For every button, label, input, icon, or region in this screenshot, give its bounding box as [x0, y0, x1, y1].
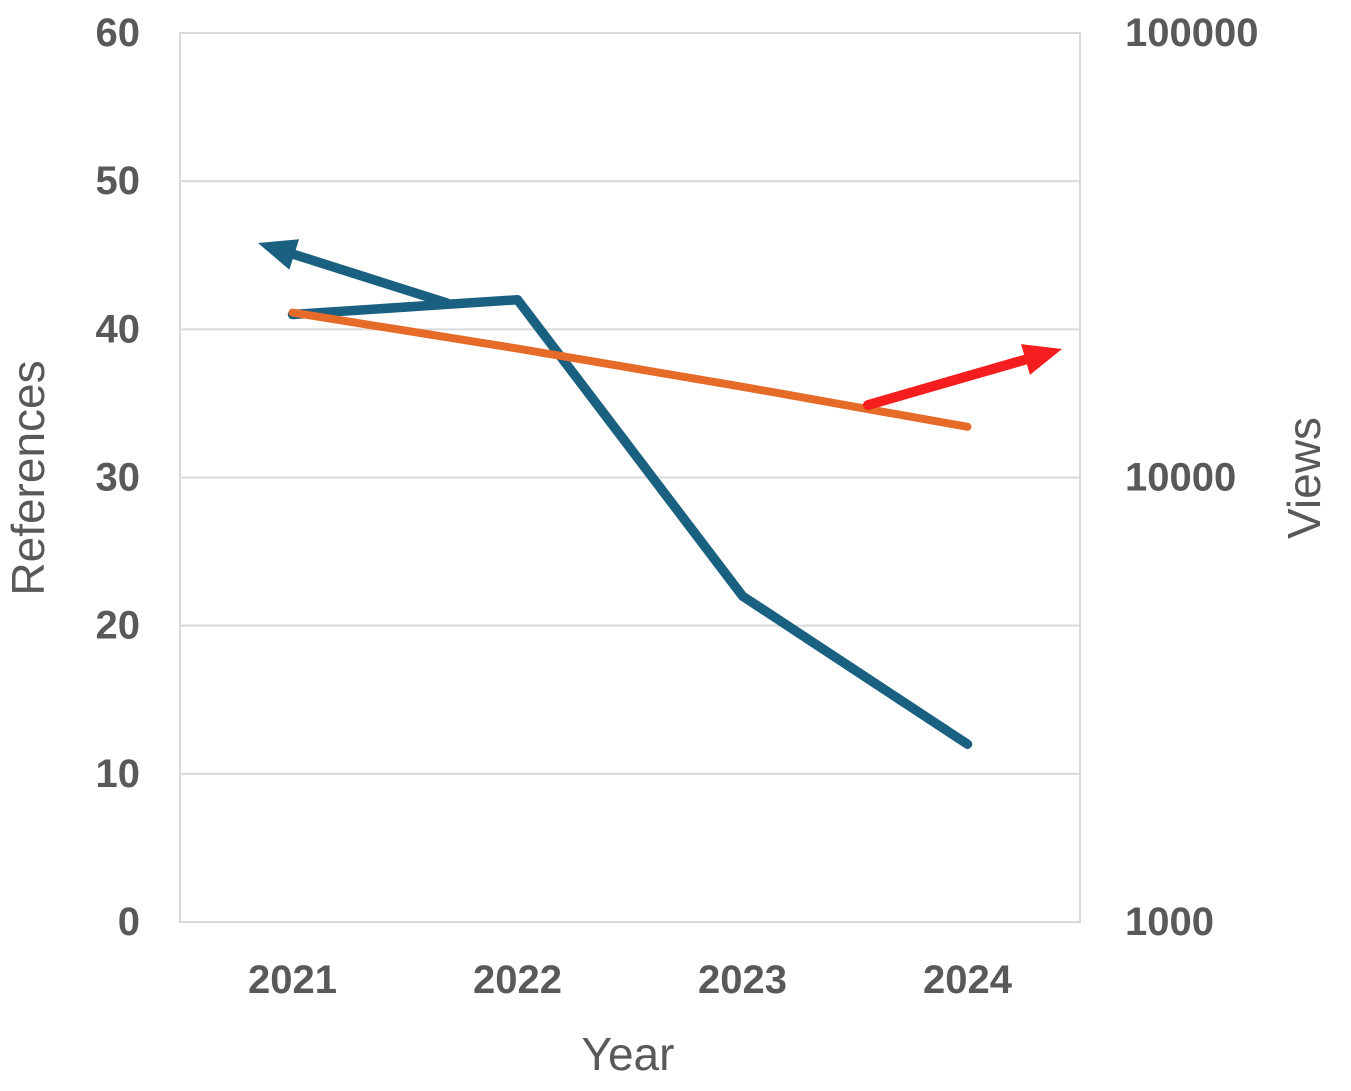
x-axis-tick-label: 2024	[923, 958, 1013, 1002]
x-axis-tick-label: 2023	[698, 958, 787, 1002]
data-series	[287, 294, 973, 749]
series-line-references	[287, 294, 973, 749]
left-axis-tick-label: 50	[96, 159, 141, 203]
right-axis-title: Views	[1278, 417, 1330, 539]
right-axis-tick-label: 100000	[1125, 11, 1258, 55]
left-axis-tick-label: 60	[96, 11, 141, 55]
right-axis-arrow-shaft	[863, 353, 1036, 410]
plot-border	[179, 32, 1081, 923]
annotation-arrows	[258, 239, 1062, 410]
left-axis-title: References	[2, 360, 54, 595]
right-axis-arrow-head	[1021, 344, 1062, 375]
series-line-views	[288, 308, 972, 431]
left-axis-arrow-head	[258, 239, 300, 270]
x-axis-tick-label: 2022	[473, 958, 562, 1002]
left-axis-tick-label: 40	[96, 307, 141, 351]
axis-tick-labels: 60 50 40 30 20 10 0 100000 10000 1000 2021 2022 2023…	[96, 11, 1259, 1002]
left-axis-tick-label: 0	[118, 900, 140, 944]
left-axis-arrow-shaft	[284, 248, 452, 308]
left-axis-tick-label: 20	[96, 604, 141, 648]
x-axis-title: Year	[582, 1028, 675, 1080]
left-axis-tick-label: 10	[96, 752, 141, 796]
gridlines	[179, 32, 1081, 923]
x-axis-tick-label: 2021	[248, 958, 337, 1002]
right-axis-tick-label: 1000	[1125, 900, 1214, 944]
left-axis-tick-label: 30	[96, 456, 141, 500]
right-axis-tick-label: 10000	[1125, 456, 1236, 500]
